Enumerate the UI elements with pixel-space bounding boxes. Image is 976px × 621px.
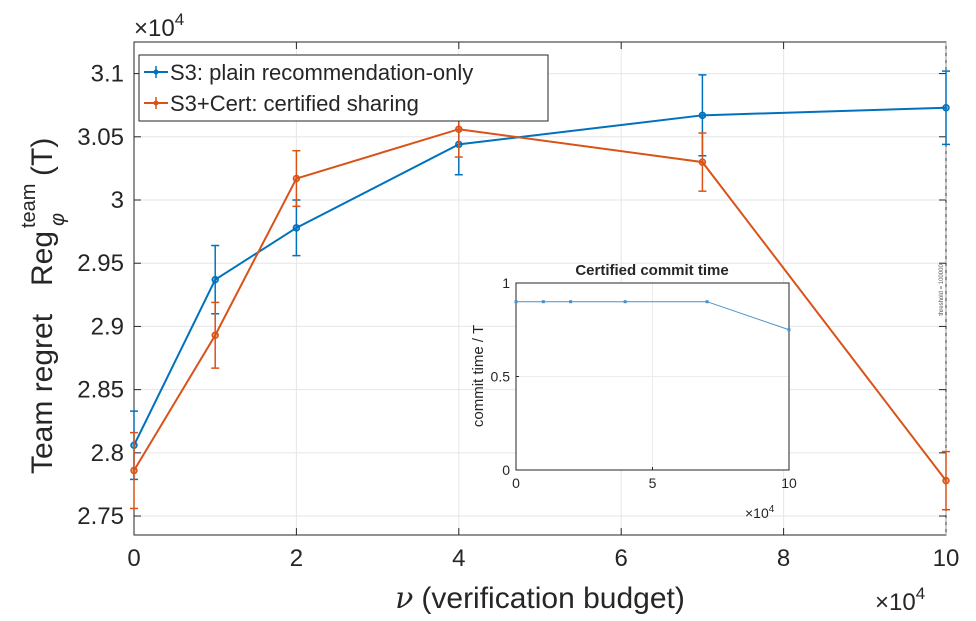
threshold-marker: threshold = 100000 bbox=[939, 42, 947, 535]
y-multiplier-base: ×10 bbox=[134, 15, 175, 42]
inset-series-line bbox=[516, 301, 790, 331]
y-tick-label: 2.95 bbox=[77, 250, 124, 277]
inset-y-tick-label: 0 bbox=[502, 462, 510, 478]
data-point bbox=[211, 331, 219, 340]
inset-data-point bbox=[787, 328, 791, 332]
inset-x-multiplier-base: ×10 bbox=[745, 505, 769, 521]
data-point bbox=[211, 275, 219, 284]
legend-marker-s3cert bbox=[153, 100, 159, 106]
data-point bbox=[130, 466, 138, 475]
data-point bbox=[942, 476, 950, 485]
data-point bbox=[942, 103, 950, 112]
x-tick-label: 4 bbox=[452, 545, 465, 572]
y-tick-label: 3.1 bbox=[91, 61, 124, 88]
inset-data-point bbox=[569, 300, 573, 304]
inset-x-multiplier: ×104 bbox=[745, 504, 775, 521]
y-tick-label: 2.85 bbox=[77, 377, 124, 404]
x-multiplier: ×104 bbox=[875, 584, 925, 616]
series-line bbox=[133, 128, 947, 482]
inset-x-tick-label: 0 bbox=[512, 475, 520, 491]
y-axis-label-superscript: team bbox=[18, 184, 40, 228]
x-tick-label: 2 bbox=[290, 545, 303, 572]
legend-box bbox=[138, 54, 549, 122]
x-axis-label-text: (verification budget) bbox=[421, 582, 684, 615]
x-multiplier-base: ×10 bbox=[875, 589, 916, 616]
data-point bbox=[455, 125, 463, 133]
legend-marker-s3 bbox=[153, 69, 159, 75]
data-point bbox=[698, 111, 707, 120]
inset-ticks: 0 5 10 0 0.5 1 bbox=[491, 275, 797, 491]
y-tick-label: 3 bbox=[111, 187, 124, 214]
legend: S3: plain recommendation-only S3+Cert: c… bbox=[138, 54, 549, 122]
x-tick-label: 0 bbox=[127, 545, 140, 572]
data-point bbox=[292, 224, 301, 232]
inset-series bbox=[514, 300, 791, 332]
y-axis-label-reg: Reg bbox=[26, 231, 59, 286]
x-tick-label: 8 bbox=[777, 545, 790, 572]
x-multiplier-exponent: 4 bbox=[916, 584, 925, 603]
inset-series-0 bbox=[514, 300, 791, 332]
inset-data-point bbox=[541, 300, 545, 304]
inset-data-point bbox=[514, 300, 518, 304]
threshold-label: threshold = 100000 bbox=[939, 264, 945, 316]
y-multiplier: ×104 bbox=[134, 10, 184, 42]
inset-data-point bbox=[623, 300, 627, 304]
y-tick-label: 2.8 bbox=[91, 440, 124, 467]
x-axis-label-symbol: ν bbox=[395, 581, 413, 616]
y-tick-label: 2.75 bbox=[77, 503, 124, 530]
legend-label-s3: S3: plain recommendation-only bbox=[170, 60, 473, 85]
inset-title: Certified commit time bbox=[575, 262, 728, 279]
data-point bbox=[698, 158, 707, 166]
y-tick-label: 2.9 bbox=[91, 313, 124, 340]
inset-y-tick-label: 0.5 bbox=[491, 369, 511, 385]
inset-y-axis-label: commit time / T bbox=[470, 325, 487, 427]
y-multiplier-exponent: 4 bbox=[175, 10, 184, 29]
inset-plot: 0 5 10 0 0.5 1 Certified commit time commit t… bbox=[470, 262, 797, 521]
legend-label-s3cert: S3+Cert: certified sharing bbox=[170, 91, 419, 116]
inset-data-point bbox=[705, 300, 709, 304]
data-point bbox=[292, 174, 301, 183]
y-axis-label-suffix: (T) bbox=[26, 138, 59, 176]
x-tick-label: 6 bbox=[615, 545, 628, 572]
inset-x-tick-label: 5 bbox=[649, 475, 657, 491]
y-axis-label: Team regret Reg team φ (T) bbox=[18, 138, 69, 474]
y-axis-label-subscript: φ bbox=[47, 213, 69, 226]
inset-x-tick-label: 10 bbox=[781, 475, 797, 491]
inset-x-multiplier-exponent: 4 bbox=[769, 504, 775, 515]
y-tick-label: 3.05 bbox=[77, 124, 124, 151]
series-0 bbox=[130, 70, 950, 481]
inset-y-tick-label: 1 bbox=[502, 275, 510, 291]
x-axis-label: ν (verification budget) bbox=[395, 581, 685, 616]
y-axis-label-prefix: Team regret bbox=[26, 313, 59, 474]
legend-entry-s3cert: S3+Cert: certified sharing bbox=[144, 91, 419, 116]
legend-entry-s3: S3: plain recommendation-only bbox=[144, 60, 473, 85]
x-tick-label: 10 bbox=[933, 545, 960, 572]
series-line bbox=[133, 106, 947, 446]
